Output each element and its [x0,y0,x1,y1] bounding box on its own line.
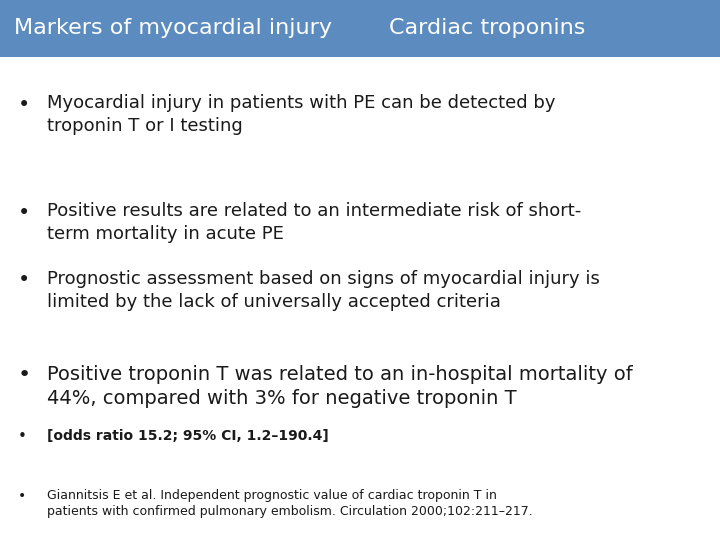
Text: •: • [18,202,30,222]
Text: •: • [18,429,27,444]
Text: Markers of myocardial injury: Markers of myocardial injury [14,18,333,38]
Text: Positive results are related to an intermediate risk of short-
term mortality in: Positive results are related to an inter… [47,202,581,244]
Text: [odds ratio 15.2; 95% CI, 1.2–190.4]: [odds ratio 15.2; 95% CI, 1.2–190.4] [47,429,328,443]
Text: Myocardial injury in patients with PE can be detected by
troponin T or I testing: Myocardial injury in patients with PE ca… [47,94,555,136]
FancyBboxPatch shape [0,0,720,57]
Text: •: • [18,270,30,290]
Text: •: • [18,489,26,503]
Text: •: • [18,364,31,384]
Text: •: • [18,94,30,114]
Text: Giannitsis E et al. Independent prognostic value of cardiac troponin T in
patien: Giannitsis E et al. Independent prognost… [47,489,533,518]
Text: Prognostic assessment based on signs of myocardial injury is
limited by the lack: Prognostic assessment based on signs of … [47,270,600,311]
Text: Cardiac troponins: Cardiac troponins [389,18,585,38]
Text: Positive troponin T was related to an in-hospital mortality of
44%, compared wit: Positive troponin T was related to an in… [47,364,633,408]
